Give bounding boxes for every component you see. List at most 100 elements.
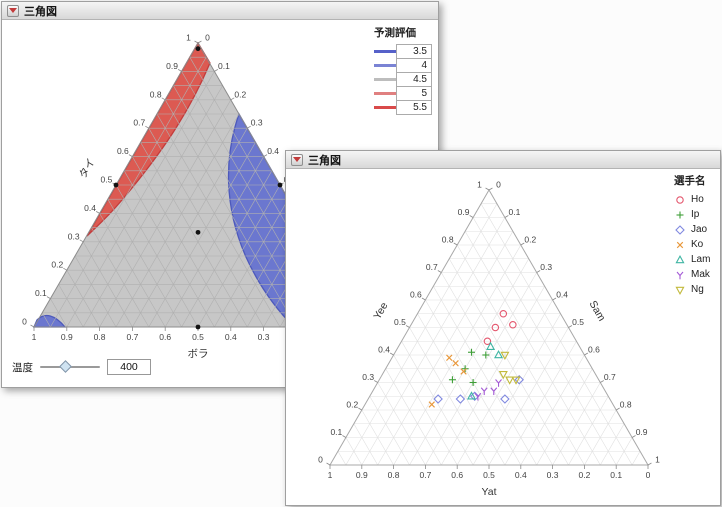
- triangle-down-marker[interactable]: [500, 351, 510, 361]
- legend-item-Ip[interactable]: Ip: [674, 207, 710, 222]
- tick-label: 0.8: [442, 235, 454, 245]
- diamond-marker[interactable]: [500, 394, 510, 404]
- tick-label: 0.4: [267, 146, 279, 156]
- plus-marker[interactable]: [461, 365, 469, 373]
- contour-level-value: 5.5: [396, 100, 432, 115]
- x-marker[interactable]: [676, 241, 684, 248]
- plus-marker[interactable]: [469, 379, 477, 386]
- design-point[interactable]: [195, 324, 201, 330]
- y-marker[interactable]: [676, 271, 684, 279]
- contour-level-value: 4: [396, 58, 432, 73]
- plus-marker-icon: [676, 211, 684, 218]
- triangle-down-marker-icon: [675, 286, 685, 295]
- red-triangle-icon: [9, 8, 17, 13]
- triangle-down-marker[interactable]: [505, 376, 515, 385]
- design-point[interactable]: [277, 182, 283, 188]
- contour-line-swatch: [374, 64, 396, 67]
- window2-titlebar[interactable]: 三角図: [286, 151, 720, 169]
- triangle-up-marker[interactable]: [675, 254, 685, 263]
- diamond-marker[interactable]: [469, 391, 480, 402]
- tick-label: 0.2: [51, 260, 63, 270]
- tick-label: 0.1: [509, 207, 521, 217]
- circle-marker[interactable]: [499, 310, 508, 318]
- contour-legend-row[interactable]: 5: [374, 86, 432, 101]
- tick-label: 0.8: [94, 332, 106, 342]
- design-point[interactable]: [113, 182, 119, 188]
- tick-label: 0.3: [547, 470, 559, 480]
- disclosure-button[interactable]: [7, 4, 19, 17]
- triangle-down-marker[interactable]: [498, 371, 508, 380]
- diamond-marker[interactable]: [433, 394, 443, 404]
- contour-legend-row[interactable]: 4: [374, 58, 432, 73]
- circle-marker[interactable]: [491, 323, 500, 332]
- legend-item-Lam[interactable]: Lam: [674, 252, 710, 267]
- legend-item-Ko[interactable]: Ko: [674, 237, 710, 252]
- tick-label: 0.4: [556, 290, 568, 300]
- red-triangle-icon: [293, 157, 301, 162]
- plus-marker[interactable]: [468, 348, 476, 356]
- tick-label: 0.4: [515, 470, 527, 480]
- tick-label: 0.8: [388, 470, 400, 480]
- legend-item-Ho[interactable]: Ho: [674, 192, 710, 207]
- diamond-marker[interactable]: [675, 224, 685, 235]
- x-marker[interactable]: [452, 360, 459, 367]
- tick-label: 0: [496, 180, 501, 190]
- temperature-slider[interactable]: [40, 360, 100, 373]
- diamond-marker[interactable]: [455, 394, 466, 404]
- window1-title: 三角図: [24, 5, 57, 18]
- x-marker[interactable]: [446, 354, 453, 361]
- legend-item-label: Lam: [691, 254, 711, 265]
- y-marker[interactable]: [474, 392, 482, 401]
- slider-thumb[interactable]: [59, 360, 73, 373]
- tick-label: 0.2: [578, 470, 590, 480]
- x-marker[interactable]: [460, 368, 467, 375]
- plus-marker[interactable]: [482, 351, 490, 359]
- tick-label: 1: [477, 180, 482, 190]
- legend-item-Mak[interactable]: Mak: [674, 267, 710, 282]
- tick-label: 0.3: [258, 332, 270, 342]
- tick-label: 0.3: [362, 372, 374, 382]
- contour-legend-row[interactable]: 4.5: [374, 72, 432, 87]
- contour-legend-row[interactable]: 3.5: [374, 44, 432, 59]
- contour-legend-row[interactable]: 5.5: [374, 100, 432, 115]
- circle-marker[interactable]: [676, 195, 684, 204]
- temperature-input[interactable]: [107, 359, 151, 375]
- design-point[interactable]: [195, 46, 201, 52]
- triangle-up-marker[interactable]: [466, 391, 477, 400]
- triangle-down-marker[interactable]: [511, 376, 521, 385]
- temperature-control: 温度: [12, 359, 151, 375]
- legend-item-Jao[interactable]: Jao: [674, 222, 710, 237]
- plus-marker[interactable]: [676, 211, 684, 218]
- y-marker[interactable]: [495, 379, 502, 387]
- tick-label: 0: [205, 33, 210, 43]
- x-marker[interactable]: [428, 401, 435, 408]
- circle-marker[interactable]: [509, 321, 517, 329]
- tick-label: 0.9: [356, 470, 368, 480]
- series-legend: 選手名 Ho Ip Jao Ko Lam Mak Ng: [674, 173, 710, 297]
- plus-marker[interactable]: [448, 376, 456, 384]
- tick-label: 0.2: [524, 235, 536, 245]
- y-marker[interactable]: [480, 387, 488, 396]
- circle-marker[interactable]: [483, 337, 492, 346]
- triangle-up-marker[interactable]: [486, 341, 496, 350]
- y-marker[interactable]: [490, 387, 498, 396]
- tick-label: 0.6: [117, 146, 129, 156]
- disclosure-button[interactable]: [291, 153, 303, 166]
- contour-legend: 予測評価 3.5 4 4.5 5 5.5: [374, 25, 432, 115]
- tick-label: 0.5: [572, 317, 584, 327]
- tick-label: 0.2: [234, 89, 246, 99]
- tick-label: 0.6: [410, 290, 422, 300]
- contour-legend-rows: 3.5 4 4.5 5 5.5: [374, 44, 432, 115]
- triangle-down-marker[interactable]: [675, 286, 685, 295]
- tick-label: 0.6: [451, 470, 463, 480]
- legend1-title: 予測評価: [374, 27, 416, 39]
- design-point[interactable]: [195, 229, 201, 235]
- ternary-scatter-plot[interactable]: 00.10.20.30.40.50.60.70.80.91 00.10.20.30…: [286, 170, 670, 507]
- diamond-marker[interactable]: [514, 374, 524, 385]
- legend-item-Ng[interactable]: Ng: [674, 282, 710, 297]
- tick-label: 0.5: [394, 317, 406, 327]
- window1-titlebar[interactable]: 三角図: [2, 2, 438, 20]
- tick-label: 0.8: [620, 400, 632, 410]
- triangle-up-marker[interactable]: [494, 349, 504, 359]
